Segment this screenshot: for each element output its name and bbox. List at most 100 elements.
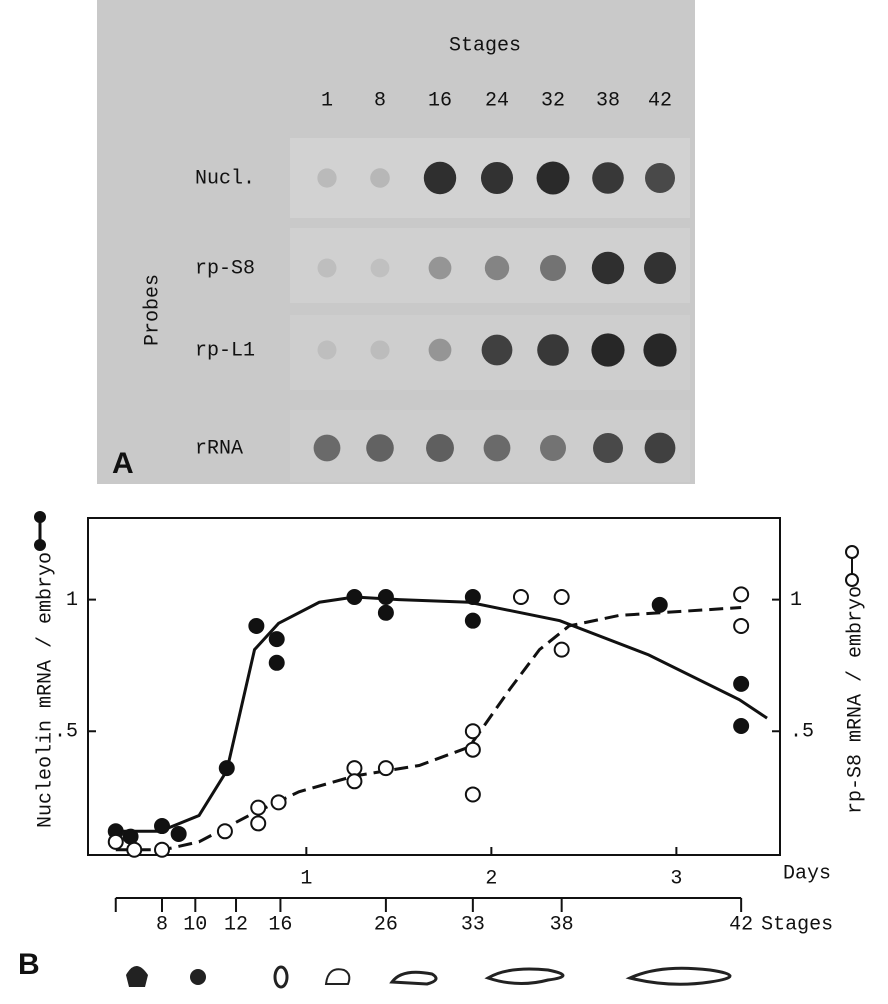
blot-dot — [317, 258, 337, 278]
data-point — [268, 654, 285, 671]
embryo-icons — [126, 965, 732, 989]
probe-label: rRNA — [195, 437, 243, 460]
panel-label: B — [18, 948, 40, 981]
blot-dot — [428, 256, 452, 280]
data-point — [651, 596, 668, 613]
stage-axis-title: Stages — [761, 913, 833, 936]
stage-tick-label: 42 — [729, 913, 753, 936]
data-point — [377, 604, 394, 621]
data-point — [733, 717, 750, 734]
blot-dot — [643, 251, 677, 285]
blot-dot — [366, 434, 394, 462]
data-point — [464, 612, 481, 629]
data-point — [218, 760, 235, 777]
x-tick-label: 3 — [670, 867, 682, 890]
probes-title: Probes — [141, 274, 164, 346]
stage-label: 16 — [428, 89, 452, 112]
data-point — [268, 631, 285, 648]
y-axis-label: Nucleolin mRNA / embryo — [34, 552, 57, 828]
blot-dot — [317, 168, 337, 188]
blot-dot — [591, 333, 625, 367]
data-point — [464, 786, 481, 803]
blot-dot — [313, 434, 341, 462]
data-point — [733, 617, 750, 634]
fit-curve — [115, 606, 742, 852]
data-point — [250, 815, 267, 832]
data-point — [553, 588, 570, 605]
blot-dot — [643, 333, 677, 367]
blot-dot — [370, 258, 390, 278]
y-tick-label: .5 — [54, 721, 78, 744]
stage-tick-label: 10 — [183, 913, 207, 936]
blot-dot — [540, 435, 566, 461]
data-point — [270, 794, 287, 811]
stage-tick-label: 38 — [550, 913, 574, 936]
blot-dot — [483, 434, 511, 462]
y-tick-label: 1 — [66, 589, 78, 612]
stage-tick-label: 16 — [268, 913, 292, 936]
blot-dot — [540, 255, 566, 281]
blot-dot — [370, 168, 390, 188]
data-point — [733, 675, 750, 692]
blot-dot — [423, 161, 457, 195]
blot-dot — [645, 163, 675, 193]
data-point — [122, 828, 139, 845]
stage-tick-label: 8 — [156, 913, 168, 936]
stage-tick-label: 12 — [224, 913, 248, 936]
legend-open — [845, 545, 859, 587]
data-point — [216, 823, 233, 840]
blot-dot — [481, 334, 513, 366]
legend-filled — [34, 511, 46, 551]
blot-dot — [480, 161, 514, 195]
data-point — [170, 825, 187, 842]
y2-tick-label: 1 — [790, 589, 802, 612]
data-point — [733, 586, 750, 603]
data-point — [346, 773, 363, 790]
blot-dot — [428, 338, 452, 362]
stage-label: 24 — [485, 89, 509, 112]
data-point — [464, 741, 481, 758]
data-point — [346, 588, 363, 605]
probe-label: rp-S8 — [195, 257, 255, 280]
data-point — [107, 833, 124, 850]
stage-label: 1 — [321, 89, 333, 112]
stage-label: 38 — [596, 89, 620, 112]
blot-dot — [593, 433, 623, 463]
y2-axis-label: rp-S8 mRNA / embryo — [844, 586, 867, 814]
data-point — [126, 841, 143, 858]
fit-curve — [115, 595, 768, 833]
probe-label: rp-L1 — [195, 339, 255, 362]
blot-dot — [592, 162, 624, 194]
blot-dot — [426, 434, 454, 462]
blot-dot — [317, 340, 337, 360]
stage-tick-label: 33 — [461, 913, 485, 936]
panel-label: A — [112, 447, 134, 480]
stages-title: Stages — [449, 34, 521, 57]
x-tick-label: 1 — [300, 867, 312, 890]
probe-label: Nucl. — [195, 167, 255, 190]
blot-dot — [644, 432, 676, 464]
data-point — [512, 588, 529, 605]
data-point — [464, 588, 481, 605]
data-point — [377, 588, 394, 605]
data-point — [377, 760, 394, 777]
blot-dot — [484, 255, 510, 281]
data-point — [250, 799, 267, 816]
blot-dot — [591, 251, 625, 285]
stage-label: 42 — [648, 89, 672, 112]
data-point — [464, 723, 481, 740]
blot-dot — [536, 161, 570, 195]
y2-tick-label: .5 — [790, 721, 814, 744]
blot-dot — [370, 340, 390, 360]
stage-label: 8 — [374, 89, 386, 112]
x-axis-label: Days — [783, 862, 831, 885]
blot-dot — [537, 334, 569, 366]
x-tick-label: 2 — [485, 867, 497, 890]
stage-label: 32 — [541, 89, 565, 112]
data-point — [248, 617, 265, 634]
data-point — [346, 760, 363, 777]
data-point — [154, 818, 171, 835]
stage-tick-label: 26 — [374, 913, 398, 936]
data-point — [154, 841, 171, 858]
